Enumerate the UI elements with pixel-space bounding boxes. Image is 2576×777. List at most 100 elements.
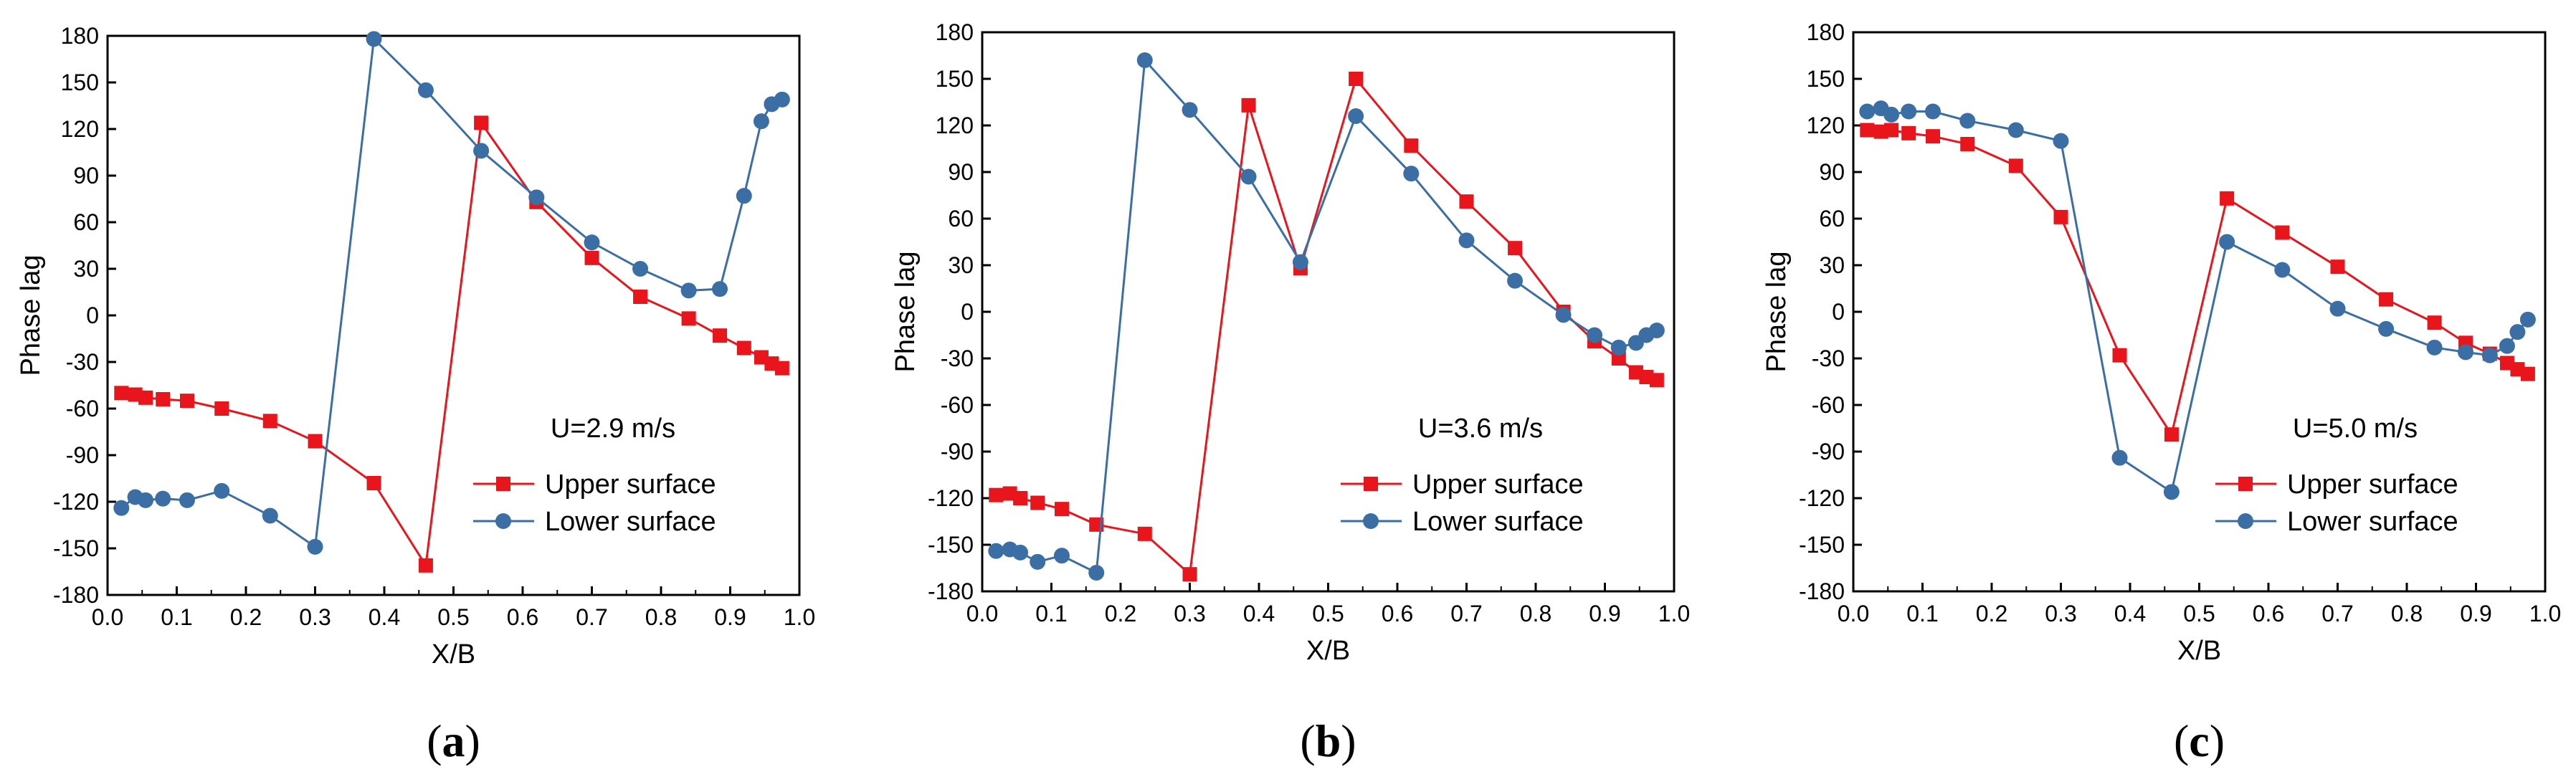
panel-letter: a	[442, 715, 465, 766]
x-axis-title: X/B	[1306, 636, 1350, 666]
data-point-lower	[753, 113, 769, 130]
data-point-upper	[1649, 373, 1664, 388]
x-tick-label: 0.6	[1382, 601, 1413, 626]
x-tick-label: 0.9	[1589, 601, 1620, 626]
y-tick-label: 60	[73, 209, 99, 235]
legend-entry-label: Upper surface	[2287, 469, 2458, 500]
x-axis-title: X/B	[432, 639, 475, 669]
data-point-upper	[2275, 225, 2290, 240]
chart-panel-c: 0.0 0.1 0.2 0.3 0.4 0.5 0.6 0.7 0.8 0.9 1.0 180 150 1…	[1762, 19, 2561, 766]
y-axis-title: Phase lag	[16, 254, 46, 376]
series-line-upper	[996, 76, 1658, 577]
series-line-upper	[1867, 128, 2529, 437]
y-tick-label: 150	[61, 70, 99, 95]
y-tick-label: 90	[73, 163, 99, 189]
data-point-lower	[1648, 323, 1665, 338]
data-point-upper	[2427, 315, 2442, 330]
data-point-upper	[1925, 129, 1940, 144]
data-point-lower	[2509, 324, 2526, 340]
y-tick-label: -120	[1799, 485, 1845, 511]
y-tick-label: 90	[948, 159, 974, 185]
data-point-upper	[2008, 158, 2023, 173]
chart-panel-a: 0.0 0.1 0.2 0.3 0.4 0.5 0.6 0.7 0.8 0.9 1.0 180 150 1…	[16, 23, 815, 766]
data-point-upper	[736, 340, 751, 356]
y-tick-label: 180	[936, 19, 974, 45]
y-axis-title: Phase lag	[890, 251, 921, 372]
data-point-lower	[473, 143, 490, 159]
y-tick-label: -60	[66, 396, 99, 421]
data-point-lower	[632, 261, 649, 277]
data-point-lower	[1012, 544, 1029, 561]
data-point-upper	[1459, 194, 1474, 209]
x-tick-label: 0.3	[2045, 601, 2076, 626]
x-tick-label: 0.4	[1243, 601, 1275, 626]
data-point-lower	[1901, 103, 1917, 120]
data-point-upper	[584, 250, 599, 265]
y-tick-label: 150	[1807, 66, 1845, 92]
y-tick-label: 120	[1807, 113, 1845, 138]
data-point-lower	[138, 492, 154, 508]
x-tick-label: 0.9	[2460, 601, 2491, 626]
y-tick-label: 60	[948, 206, 974, 232]
y-tick-label: -120	[53, 489, 99, 515]
data-point-upper	[1137, 526, 1152, 541]
data-point-lower	[1030, 553, 1046, 570]
data-point-lower	[774, 91, 790, 108]
data-point-upper	[774, 361, 789, 376]
x-tick-label: 0.7	[576, 604, 607, 630]
legend: U=3.6 m/s Upper surface Lower surface	[1341, 414, 1584, 537]
data-point-upper	[138, 390, 153, 405]
x-tick-label: 1.0	[1658, 601, 1690, 626]
data-point-upper	[1960, 137, 1975, 151]
x-tick-label: 1.0	[2529, 601, 2561, 626]
data-point-upper	[1013, 491, 1028, 505]
legend-swatch-marker	[2238, 477, 2253, 491]
data-point-lower	[2274, 262, 2291, 278]
data-point-upper	[308, 434, 323, 449]
y-tick-label: 180	[1807, 19, 1845, 45]
data-point-lower	[1555, 307, 1572, 323]
data-point-lower	[2163, 484, 2180, 500]
y-tick-label: -150	[1799, 532, 1845, 558]
data-point-lower	[1053, 548, 1070, 564]
data-point-lower	[1458, 232, 1475, 249]
data-point-lower	[584, 234, 600, 251]
y-tick-label: 30	[73, 256, 99, 282]
data-point-upper	[2112, 348, 2127, 363]
data-point-lower	[179, 492, 195, 508]
x-tick-label: 0.2	[230, 604, 262, 630]
x-tick-label: 0.1	[161, 604, 192, 630]
y-tick-label: -90	[1812, 439, 1845, 464]
y-tick-label: -30	[1812, 345, 1845, 371]
x-tick-label: 0.0	[92, 604, 123, 630]
data-point-upper	[1404, 138, 1419, 153]
legend: U=5.0 m/s Upper surface Lower surface	[2215, 414, 2458, 537]
data-point-upper	[1241, 97, 1256, 113]
data-point-lower	[2219, 234, 2235, 250]
legend-swatch-marker	[1363, 513, 1379, 529]
data-point-upper	[1611, 351, 1626, 366]
data-point-upper	[2330, 259, 2345, 275]
data-point-upper	[418, 558, 433, 573]
x-tick-label: 0.8	[2391, 601, 2423, 626]
data-point-lower	[1348, 108, 1364, 124]
x-tick-label: 0.6	[2253, 601, 2284, 626]
data-point-upper	[1884, 123, 1899, 138]
data-point-lower	[2426, 339, 2443, 356]
data-point-lower	[2111, 449, 2128, 466]
data-point-lower	[528, 189, 545, 206]
data-point-lower	[1240, 168, 1257, 185]
series-line-lower	[1866, 107, 2529, 494]
legend: U=2.9 m/s Upper surface Lower surface	[473, 414, 716, 537]
data-point-lower	[2499, 338, 2515, 354]
y-tick-label: -90	[66, 442, 99, 468]
y-axis-title: Phase lag	[1762, 251, 1792, 372]
data-point-upper	[633, 290, 648, 304]
data-point-lower	[2481, 347, 2498, 363]
data-point-lower	[1924, 103, 1941, 120]
data-point-lower	[736, 188, 752, 204]
x-tick-label: 0.3	[1174, 601, 1205, 626]
legend-swatch-marker	[2238, 513, 2253, 529]
legend-entry-label: Lower surface	[2287, 507, 2458, 537]
data-point-lower	[366, 31, 382, 47]
